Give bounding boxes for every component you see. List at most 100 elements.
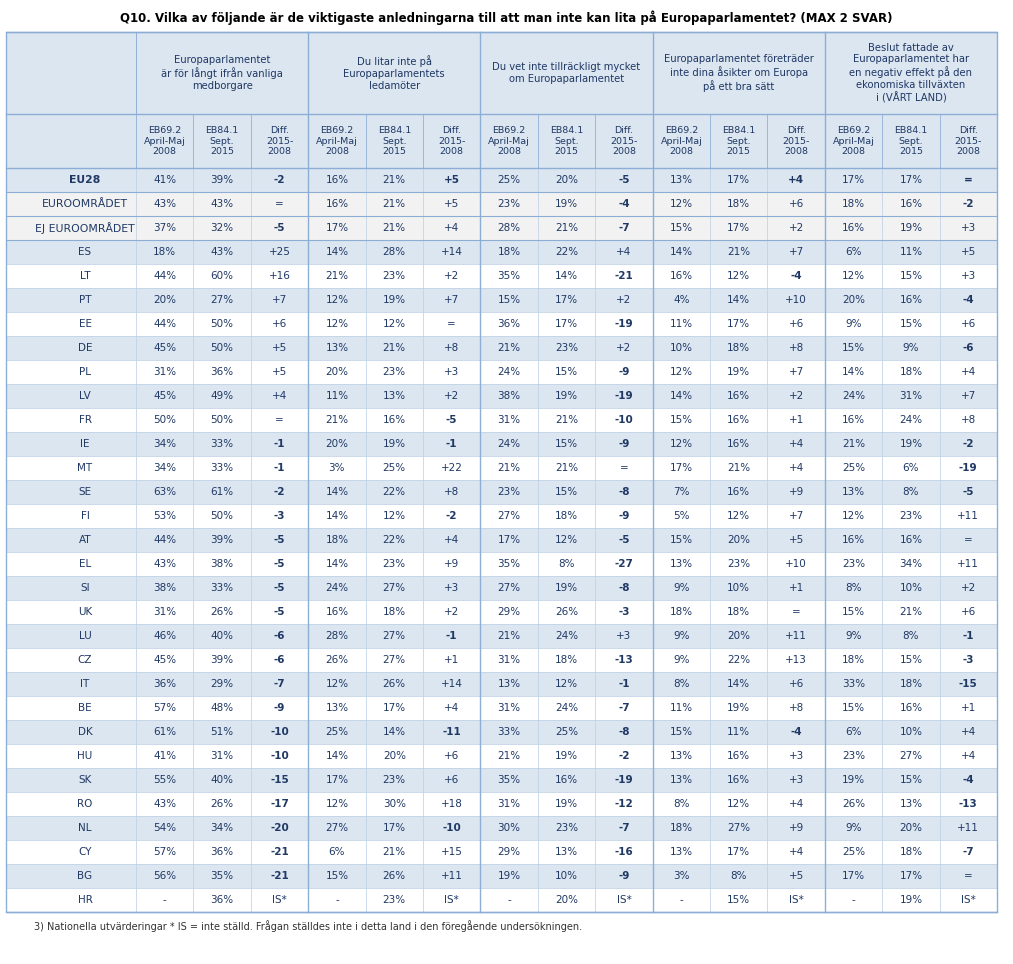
Text: +8: +8 — [788, 343, 803, 353]
Bar — [538, 168, 596, 192]
Text: -21: -21 — [270, 847, 289, 857]
Text: 16%: 16% — [900, 199, 923, 209]
Bar — [825, 240, 882, 264]
Text: 11%: 11% — [670, 319, 693, 329]
Bar — [193, 336, 251, 360]
Text: HR: HR — [78, 895, 92, 905]
Bar — [652, 360, 710, 384]
Bar — [423, 384, 480, 408]
Bar — [251, 864, 308, 888]
Bar — [308, 816, 366, 840]
Text: 38%: 38% — [497, 391, 521, 401]
Bar — [366, 360, 423, 384]
Text: +10: +10 — [785, 559, 807, 569]
Text: 16%: 16% — [325, 607, 348, 617]
Bar — [768, 720, 825, 744]
Text: MT: MT — [77, 463, 92, 473]
Bar — [480, 576, 538, 600]
Bar — [710, 336, 768, 360]
Text: 33%: 33% — [211, 583, 234, 593]
Text: 36%: 36% — [211, 367, 234, 377]
Text: 21%: 21% — [383, 343, 406, 353]
Text: PL: PL — [79, 367, 91, 377]
Bar — [423, 648, 480, 672]
Text: -1: -1 — [962, 631, 975, 641]
Bar — [882, 840, 940, 864]
Bar — [480, 672, 538, 696]
Text: 9%: 9% — [845, 319, 862, 329]
Bar — [825, 456, 882, 480]
Text: SI: SI — [80, 583, 90, 593]
Text: 13%: 13% — [383, 391, 406, 401]
Bar — [538, 672, 596, 696]
Text: 33%: 33% — [211, 463, 234, 473]
Bar — [366, 168, 423, 192]
Text: -8: -8 — [618, 727, 630, 737]
Bar — [308, 696, 366, 720]
Text: +16: +16 — [268, 271, 291, 281]
Bar — [366, 192, 423, 216]
Bar — [308, 552, 366, 576]
Text: LU: LU — [79, 631, 91, 641]
Text: +10: +10 — [785, 295, 807, 305]
Bar — [768, 744, 825, 768]
Text: 35%: 35% — [211, 871, 234, 881]
Bar — [538, 480, 596, 504]
Text: Diff.
2015-
2008: Diff. 2015- 2008 — [954, 126, 982, 156]
Bar — [308, 192, 366, 216]
Bar — [480, 264, 538, 288]
Bar — [940, 336, 997, 360]
Text: +6: +6 — [960, 607, 976, 617]
Bar — [423, 624, 480, 648]
Text: 6%: 6% — [845, 247, 862, 257]
Text: -3: -3 — [962, 655, 975, 665]
Text: 17%: 17% — [727, 223, 751, 233]
Text: +3: +3 — [444, 367, 459, 377]
Text: 15%: 15% — [900, 655, 923, 665]
Text: 12%: 12% — [670, 199, 693, 209]
Text: 15%: 15% — [555, 367, 578, 377]
Bar — [6, 624, 136, 648]
Text: -19: -19 — [615, 391, 633, 401]
Bar — [768, 888, 825, 912]
Text: -15: -15 — [959, 679, 978, 689]
Text: 15%: 15% — [555, 487, 578, 497]
Text: Diff.
2015-
2008: Diff. 2015- 2008 — [610, 126, 637, 156]
Bar — [768, 456, 825, 480]
Text: 38%: 38% — [211, 559, 234, 569]
Bar — [366, 432, 423, 456]
Bar — [652, 792, 710, 816]
Bar — [940, 552, 997, 576]
Bar — [652, 672, 710, 696]
Text: 16%: 16% — [900, 535, 923, 545]
Bar — [366, 600, 423, 624]
Text: 21%: 21% — [325, 415, 348, 425]
Text: -2: -2 — [274, 487, 286, 497]
Text: 19%: 19% — [900, 223, 923, 233]
Bar — [136, 648, 193, 672]
Text: 30%: 30% — [383, 799, 406, 809]
Text: 20%: 20% — [153, 295, 176, 305]
Text: -9: -9 — [618, 367, 630, 377]
Bar — [6, 408, 136, 432]
Text: 9%: 9% — [903, 343, 919, 353]
Text: Europaparlamentet företräder
inte dina åsikter om Europa
på ett bra sätt: Europaparlamentet företräder inte dina å… — [664, 54, 813, 92]
Bar — [251, 720, 308, 744]
Bar — [6, 288, 136, 312]
Text: 9%: 9% — [673, 631, 690, 641]
Text: EB84.1
Sept.
2015: EB84.1 Sept. 2015 — [378, 126, 411, 156]
Bar — [193, 216, 251, 240]
Bar — [136, 528, 193, 552]
Text: +15: +15 — [441, 847, 463, 857]
Text: +3: +3 — [960, 223, 976, 233]
Bar — [538, 312, 596, 336]
Bar — [940, 216, 997, 240]
Text: 23%: 23% — [727, 559, 751, 569]
Text: 16%: 16% — [842, 415, 865, 425]
Bar — [480, 192, 538, 216]
Text: BE: BE — [78, 703, 92, 713]
Text: -10: -10 — [270, 727, 289, 737]
Text: EB84.1
Sept.
2015: EB84.1 Sept. 2015 — [894, 126, 928, 156]
Bar — [882, 264, 940, 288]
Bar — [251, 552, 308, 576]
